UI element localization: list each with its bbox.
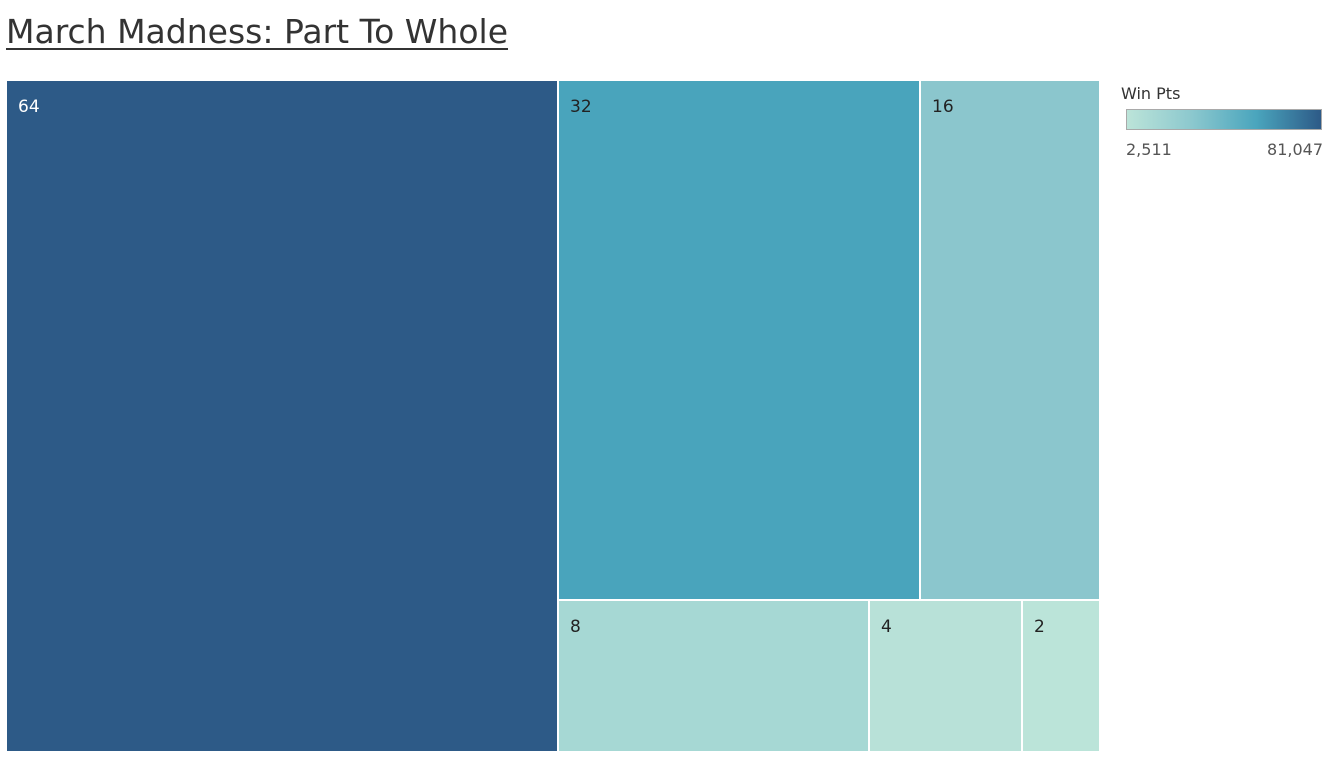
- treemap-rect-64[interactable]: [6, 80, 559, 752]
- treemap-label-16: 16: [932, 97, 954, 117]
- treemap-svg: 64 32 16 8 4 2: [6, 80, 1100, 752]
- legend-min-label: 2,511: [1126, 140, 1172, 159]
- treemap-rect-2[interactable]: [1021, 599, 1100, 752]
- treemap-cell-16[interactable]: 16: [919, 80, 1100, 601]
- legend-gradient-bar: [1126, 109, 1322, 130]
- treemap-label-64: 64: [18, 97, 40, 117]
- legend-title: Win Pts: [1121, 84, 1181, 103]
- treemap-label-2: 2: [1034, 617, 1045, 637]
- treemap-label-8: 8: [570, 617, 581, 637]
- treemap-label-32: 32: [570, 97, 592, 117]
- treemap-rect-32[interactable]: [557, 80, 921, 601]
- legend-max-label: 81,047: [1267, 140, 1323, 159]
- chart-title: March Madness: Part To Whole: [6, 12, 509, 51]
- treemap-rect-16[interactable]: [919, 80, 1100, 601]
- treemap-label-4: 4: [881, 617, 892, 637]
- treemap-cell-2[interactable]: 2: [1021, 599, 1100, 752]
- treemap-cell-32[interactable]: 32: [557, 80, 921, 601]
- color-legend: Win Pts 2,511 81,047: [1120, 84, 1324, 164]
- treemap-cell-8[interactable]: 8: [557, 599, 870, 752]
- treemap-rect-4[interactable]: [868, 599, 1023, 752]
- treemap-cell-64[interactable]: 64: [6, 80, 559, 752]
- treemap-rect-8[interactable]: [557, 599, 870, 752]
- treemap-cell-4[interactable]: 4: [868, 599, 1023, 752]
- treemap-chart: 64 32 16 8 4 2: [6, 80, 1100, 752]
